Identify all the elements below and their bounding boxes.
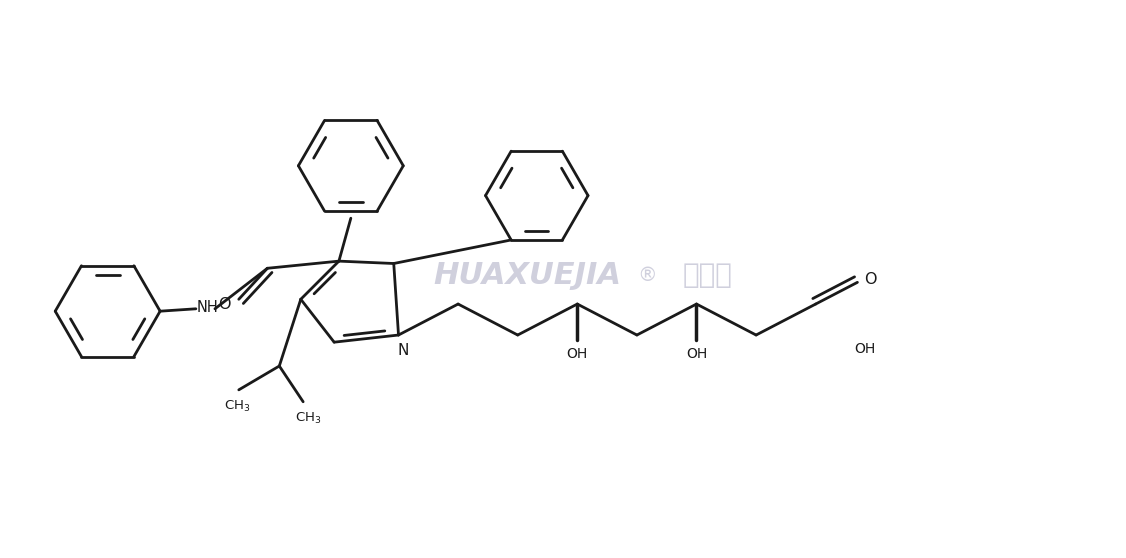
Text: NH: NH	[197, 300, 218, 315]
Text: OH: OH	[854, 342, 875, 356]
Text: CH$_3$: CH$_3$	[295, 411, 321, 426]
Text: OH: OH	[686, 347, 707, 361]
Text: OH: OH	[566, 347, 588, 361]
Text: N: N	[397, 343, 409, 358]
Text: HUAXUEJIA: HUAXUEJIA	[434, 261, 622, 290]
Text: O: O	[218, 296, 231, 311]
Text: ®: ®	[637, 266, 656, 285]
Text: 化学加: 化学加	[682, 262, 732, 290]
Text: O: O	[865, 272, 877, 287]
Text: CH$_3$: CH$_3$	[224, 400, 251, 415]
